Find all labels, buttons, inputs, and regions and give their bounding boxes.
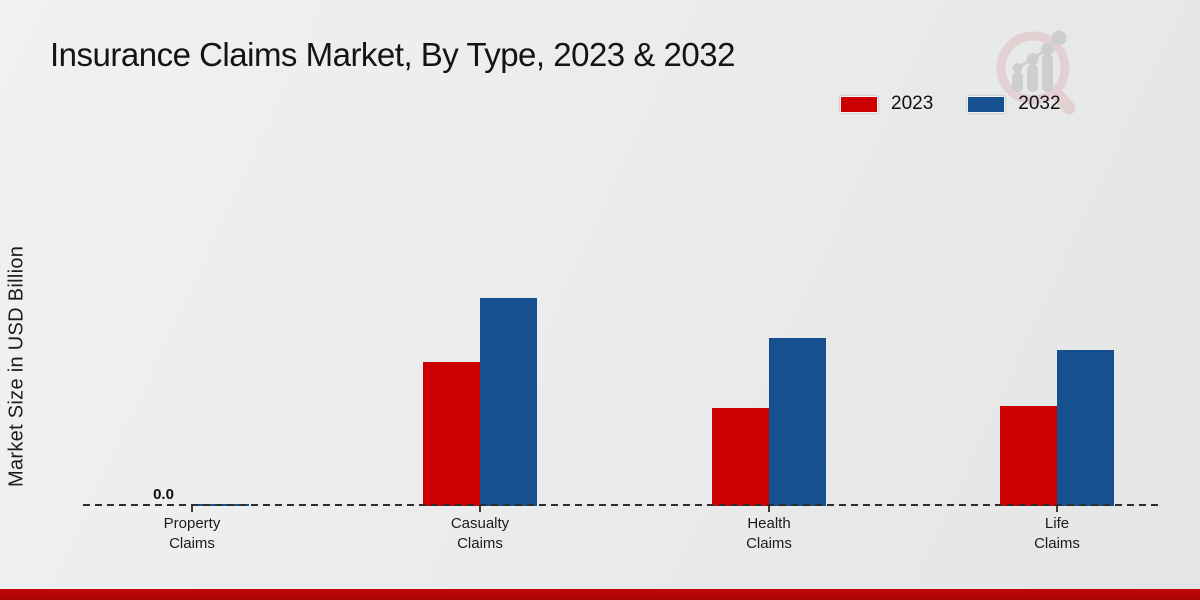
category-label-life-claims: Life Claims — [1034, 515, 1080, 552]
bar-2032-life-claims — [1057, 350, 1114, 506]
bar-2023-life-claims — [1000, 406, 1057, 506]
footer-accent-strip — [0, 589, 1200, 600]
x-axis-baseline — [83, 504, 1163, 506]
magnifier-bar-chart-watermark-icon — [996, 30, 1076, 115]
category-label-health-claims: Health Claims — [746, 515, 792, 552]
legend-item-2032: 2032 — [967, 93, 1061, 115]
x-axis-tick-property-claims — [191, 506, 193, 512]
category-label-property-claims: Property Claims — [163, 515, 221, 552]
bar-value-label-2023-property-claims: 0.0 — [153, 486, 174, 503]
bar-2023-health-claims — [712, 408, 769, 506]
bar-2032-health-claims — [769, 338, 826, 506]
x-axis-tick-life-claims — [1056, 506, 1058, 512]
x-axis-tick-health-claims — [768, 506, 770, 512]
bar-2023-casualty-claims — [423, 362, 480, 506]
chart-title: Insurance Claims Market, By Type, 2023 &… — [50, 36, 735, 73]
x-axis-tick-casualty-claims — [479, 506, 481, 512]
legend-item-2023: 2023 — [840, 93, 933, 115]
legend-swatch-2023 — [840, 95, 878, 113]
legend-label-2023: 2023 — [891, 93, 934, 114]
bar-2032-casualty-claims — [480, 298, 537, 506]
category-label-casualty-claims: Casualty Claims — [450, 515, 510, 552]
legend-label-2032: 2032 — [1018, 93, 1061, 114]
legend-swatch-2032 — [967, 95, 1006, 113]
legend: 2023 2032 — [840, 93, 1061, 115]
